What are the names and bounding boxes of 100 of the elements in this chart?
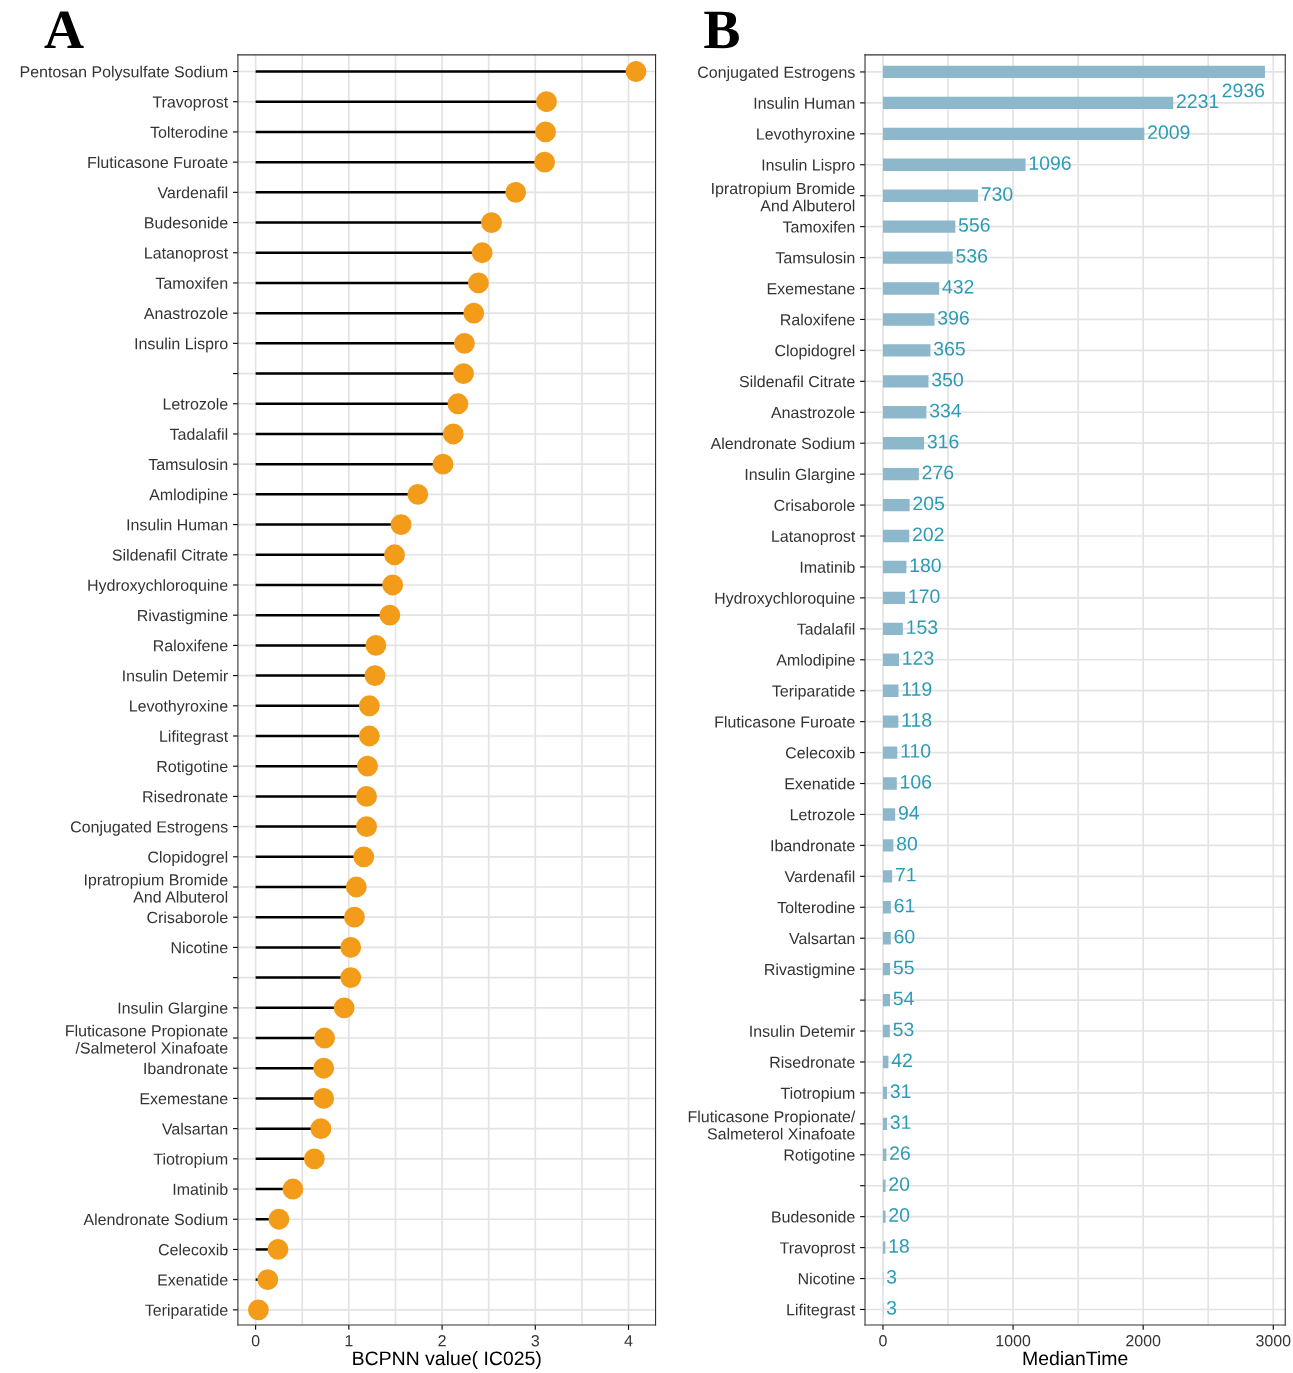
y-tick-label: Teriparatide <box>145 1304 228 1319</box>
data-label: 2009 <box>1148 125 1190 140</box>
data-label: 20 <box>889 1177 910 1191</box>
y-tick-label: Amlodipine <box>149 488 228 504</box>
data-label: 31 <box>890 1115 911 1130</box>
data-label: 20 <box>889 1208 910 1222</box>
y-tick-label: Tolterodine <box>777 901 855 914</box>
y-tick-label: Sildenafil Citrate <box>739 375 855 388</box>
x-tick-label: 3000 <box>1256 1335 1291 1347</box>
y-tick-label: Clopidogrel <box>148 851 228 866</box>
y-tick-label: Ipratropium Bromide And Albuterol <box>712 182 855 212</box>
y-tick-label: Lifitegrast <box>787 1303 856 1319</box>
y-tick-label: Tolterodine <box>150 126 228 138</box>
y-tick-label: Insulin Glargine <box>745 468 855 484</box>
y-tick-label: Raloxifene <box>781 313 855 326</box>
data-label: 54 <box>893 991 914 1006</box>
y-tick-label: Celecoxib <box>785 746 855 759</box>
y-tick-label: Rivastigmine <box>138 609 228 625</box>
data-label: 153 <box>907 620 938 635</box>
y-tick-label: Hydroxychloroquine <box>715 592 855 607</box>
data-label: 170 <box>909 589 940 604</box>
y-tick-label: Travoprost <box>152 96 229 111</box>
x-tick-label: 0 <box>879 1335 887 1347</box>
y-tick-label: Fluticasone Furoate <box>88 156 228 169</box>
data-label: 94 <box>898 805 920 820</box>
y-tick-label: Clopidogrel <box>775 344 855 360</box>
data-label: 106 <box>901 774 932 789</box>
y-tick-label: Fluticasone Propionate /Salmeterol Xinafoate <box>66 1024 228 1054</box>
x-axis-title: BCPNN value( IC025) <box>353 1350 541 1370</box>
y-tick-label: Rivastigmine <box>765 963 855 979</box>
y-tick-label: Ibandronate <box>144 1062 228 1075</box>
data-label: 556 <box>958 218 990 232</box>
data-label: 119 <box>902 682 932 696</box>
x-tick-label: 2 <box>438 1335 446 1347</box>
y-tick-label: Insulin Lispro <box>762 158 855 174</box>
y-tick-label: Ibandronate <box>771 839 855 852</box>
y-tick-label: Letrozole <box>163 397 228 410</box>
data-label: 60 <box>894 929 915 944</box>
y-tick-label: Tiotropium <box>780 1087 855 1103</box>
y-tick-label: Tamoxifen <box>155 277 228 289</box>
data-label: 205 <box>913 496 945 511</box>
y-tick-label: Anastrozole <box>143 307 228 320</box>
y-tick-label: Latanoprost <box>772 530 856 546</box>
y-tick-label: Teriparatide <box>772 684 855 700</box>
data-label: 118 <box>902 713 932 727</box>
data-label: 396 <box>938 310 969 325</box>
y-tick-label: Celecoxib <box>158 1243 228 1256</box>
x-axis-title: MedianTime <box>1023 1350 1128 1366</box>
y-tick-label: Anastrozole <box>770 406 855 419</box>
y-tick-label: Fluticasone Propionate/ Salmeterol Xinafoate <box>688 1110 856 1140</box>
data-label: 61 <box>894 898 915 913</box>
x-tick-label: 2000 <box>1126 1335 1161 1347</box>
y-tick-label: Tamsulosin <box>775 251 855 264</box>
y-tick-label: Insulin Lispro <box>135 337 228 353</box>
y-tick-label: Nicotine <box>798 1272 855 1285</box>
y-tick-label: Tamsulosin <box>148 458 228 471</box>
data-label: 110 <box>901 744 931 758</box>
data-label: 55 <box>893 960 914 975</box>
y-tick-label: Hydroxychloroquine <box>88 579 228 595</box>
data-label: 3 <box>886 1269 897 1284</box>
data-label: 31 <box>890 1084 911 1099</box>
data-label: 350 <box>932 372 963 387</box>
data-label: 316 <box>927 434 959 449</box>
data-label: 202 <box>913 527 944 542</box>
x-tick-label: 4 <box>624 1335 633 1347</box>
y-tick-label: Alendronate Sodium <box>83 1213 228 1226</box>
y-tick-label: Tadalafil <box>797 623 855 635</box>
data-label: 536 <box>956 249 988 263</box>
y-tick-label: Exemestane <box>140 1093 228 1105</box>
y-tick-label: Insulin Detemir <box>750 1025 856 1037</box>
y-tick-label: Tadalafil <box>169 428 228 440</box>
y-tick-label: Vardenafil <box>784 870 855 883</box>
data-label: 180 <box>910 558 941 573</box>
data-label: 1096 <box>1029 156 1071 170</box>
y-tick-label: Levothyroxine <box>130 700 228 715</box>
y-tick-label: Exenatide <box>158 1273 228 1286</box>
data-label: 80 <box>897 836 918 851</box>
y-tick-label: Insulin Detemir <box>123 669 228 682</box>
y-tick-label: Budesonide <box>145 216 228 229</box>
y-tick-label: Crisaborole <box>147 911 228 924</box>
y-tick-label: Letrozole <box>790 808 855 821</box>
y-tick-label: Valsartan <box>789 932 855 945</box>
data-label: 2231 <box>1176 94 1219 109</box>
y-tick-label: Exenatide <box>785 777 855 790</box>
y-tick-label: Imatinib <box>800 561 855 573</box>
data-label: 53 <box>893 1022 914 1037</box>
y-tick-label: Insulin Glargine <box>118 1002 228 1017</box>
y-tick-label: Pentosan Polysulfate Sodium <box>20 65 228 81</box>
y-tick-label: Levothyroxine <box>757 128 855 143</box>
data-label: 18 <box>889 1239 909 1253</box>
y-tick-label: Latanoprost <box>145 247 229 262</box>
y-tick-label: Imatinib <box>173 1183 228 1195</box>
y-tick-label: Insulin Human <box>127 518 228 531</box>
y-tick-label: Conjugated Estrogens <box>698 66 855 82</box>
y-tick-label: Lifitegrast <box>160 730 229 746</box>
y-tick-label: Crisaborole <box>774 499 855 512</box>
data-label: 334 <box>929 403 962 418</box>
data-label: 42 <box>891 1053 912 1067</box>
y-tick-label: Tamoxifen <box>782 220 855 233</box>
y-tick-label: Tiotropium <box>153 1153 228 1168</box>
